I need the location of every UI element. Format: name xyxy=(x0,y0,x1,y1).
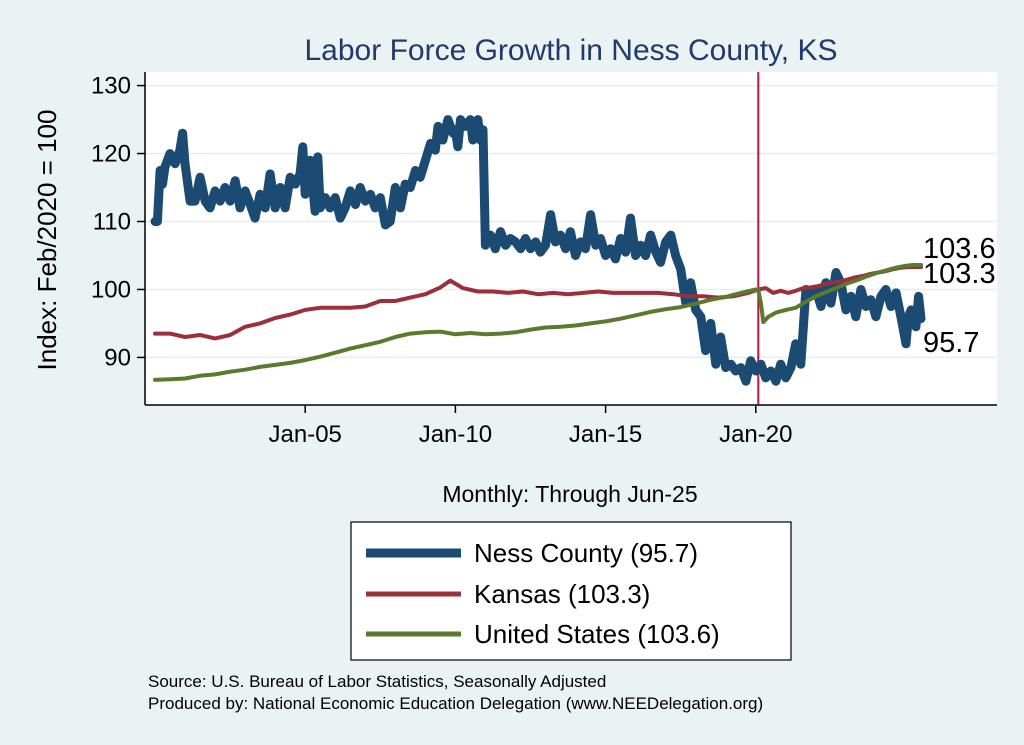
gridlines xyxy=(145,84,997,359)
chart-title: Labor Force Growth in Ness County, KS xyxy=(305,34,838,67)
x-tick-label: Jan-20 xyxy=(719,421,792,448)
y-tick-label: 120 xyxy=(91,141,131,168)
y-tick-label: 90 xyxy=(104,344,131,371)
y-tick-label: 110 xyxy=(93,209,131,236)
legend-label-united-states: United States (103.6) xyxy=(474,619,720,649)
series-line-kansas xyxy=(153,265,923,341)
y-tick-label: 130 xyxy=(91,73,131,100)
y-tick-label: 100 xyxy=(91,276,131,303)
end-label-united-states: 103.6 xyxy=(923,233,996,265)
legend-box xyxy=(350,521,792,661)
legend-label-ness-county: Ness County (95.7) xyxy=(474,538,698,568)
legend: Ness County (95.7) Kansas (103.3) United S… xyxy=(366,538,720,649)
source-note: Source: U.S. Bureau of Labor Statistics,… xyxy=(148,672,606,691)
series-line-ness-county xyxy=(150,115,926,386)
y-axis-title: Index: Feb/2020 = 100 xyxy=(32,110,62,371)
end-label-kansas: 103.3 xyxy=(923,258,996,290)
y-ticks: 90 100 110 120 130 xyxy=(91,73,145,371)
end-label-ness-county: 95.7 xyxy=(923,327,979,359)
x-axis-title: Monthly: Through Jun-25 xyxy=(442,481,697,507)
series-group xyxy=(150,115,926,386)
legend-label-kansas: Kansas (103.3) xyxy=(474,579,650,609)
x-tick-label: Jan-15 xyxy=(569,421,642,448)
x-tick-label: Jan-10 xyxy=(419,421,492,448)
series-line-united-states xyxy=(153,263,923,382)
x-ticks: Jan-05 Jan-10 Jan-15 Jan-20 xyxy=(269,405,792,448)
x-tick-label: Jan-05 xyxy=(269,421,342,448)
produced-by-note: Produced by: National Economic Education… xyxy=(148,694,763,713)
